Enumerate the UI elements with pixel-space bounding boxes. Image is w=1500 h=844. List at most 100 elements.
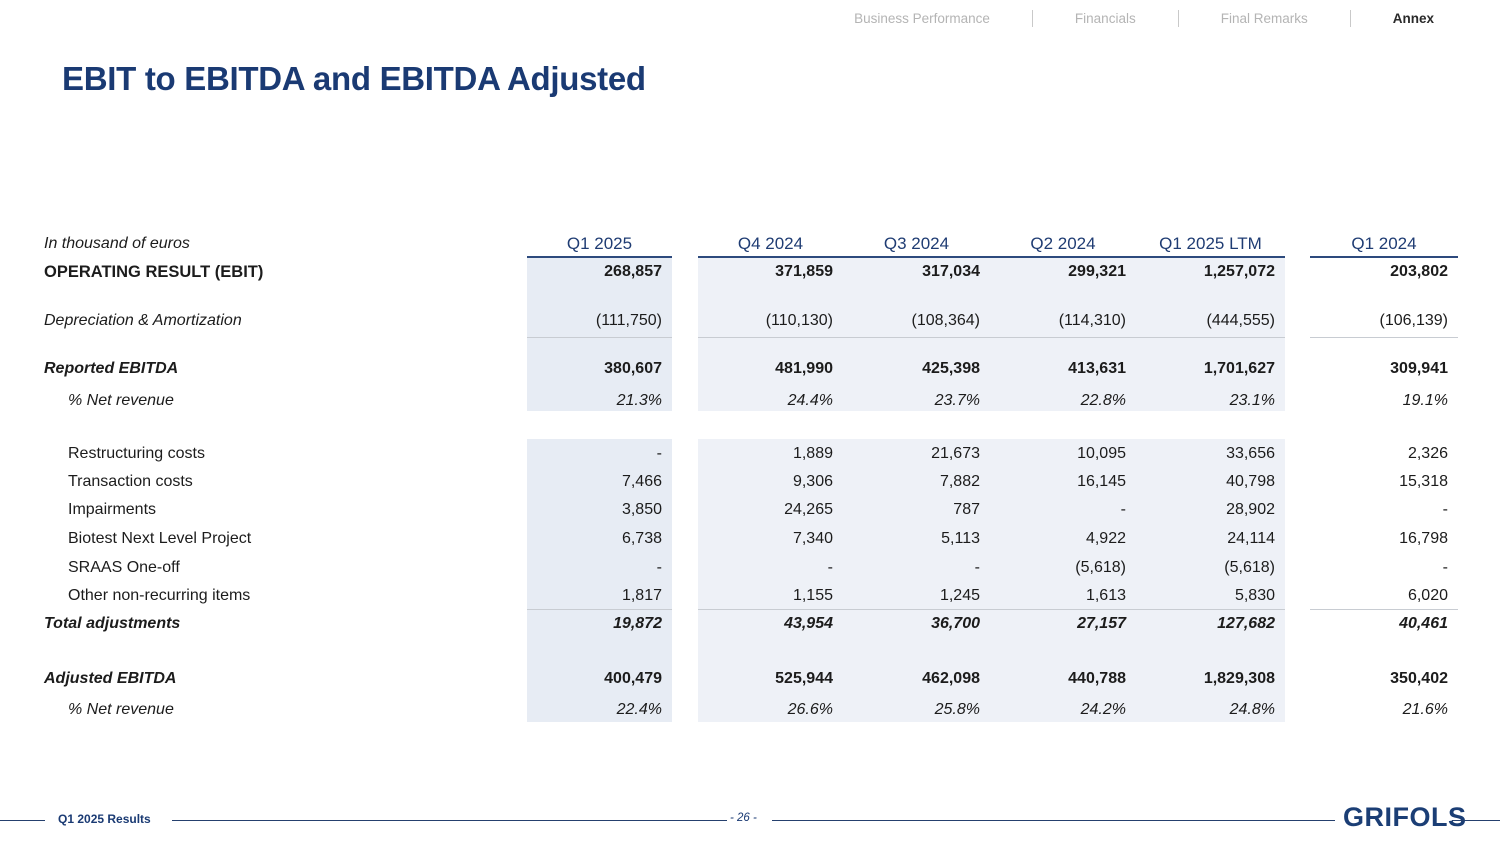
table-cell: 413,631 bbox=[1068, 360, 1126, 377]
column-header: Q1 2025 LTM bbox=[1159, 234, 1262, 253]
nav-item-business-performance[interactable]: Business Performance bbox=[854, 11, 990, 26]
table-cell: 27,157 bbox=[1077, 615, 1126, 632]
table-cell: 6,738 bbox=[621, 530, 662, 547]
shade-block bbox=[698, 258, 1285, 411]
nav-separator bbox=[1349, 10, 1351, 27]
separator-line bbox=[527, 609, 672, 610]
table-cell: 23.7% bbox=[934, 392, 980, 409]
column-header: Q3 2024 bbox=[883, 234, 950, 253]
row-label: % Net revenue bbox=[68, 701, 174, 718]
table-cell: 40,461 bbox=[1399, 615, 1448, 632]
separator-line bbox=[698, 337, 1285, 338]
row-label: Reported EBITDA bbox=[44, 360, 179, 377]
footer-line bbox=[1452, 820, 1500, 821]
table-row: % Net revenue 22.4% 26.6% 25.8% 24.2% 24… bbox=[0, 697, 1500, 723]
table-row: Depreciation & Amortization (111,750) (1… bbox=[0, 308, 1500, 334]
table-cell: (108,364) bbox=[911, 312, 981, 329]
table-cell: 440,788 bbox=[1068, 670, 1126, 687]
footer-line bbox=[0, 820, 45, 821]
table-cell: - bbox=[656, 445, 662, 462]
table-row: Impairments 3,850 24,265 787 - 28,902 - bbox=[0, 497, 1500, 523]
table-cell: 350,402 bbox=[1390, 670, 1448, 687]
table-cell: 22.8% bbox=[1080, 392, 1126, 409]
table-cell: 203,802 bbox=[1390, 263, 1448, 280]
footer-deck-title: Q1 2025 Results bbox=[58, 812, 151, 826]
table-cell: 25.8% bbox=[934, 701, 980, 718]
table-cell: 7,882 bbox=[939, 473, 980, 490]
table-cell: 43,954 bbox=[784, 615, 833, 632]
column-header: Q2 2024 bbox=[1030, 234, 1096, 253]
row-label: OPERATING RESULT (EBIT) bbox=[44, 263, 264, 281]
table-cell: 787 bbox=[953, 501, 980, 518]
table-row: SRAAS One-off - - - (5,618) (5,618) - bbox=[0, 555, 1500, 581]
column-header: Q4 2024 bbox=[737, 234, 804, 253]
table-cell: 36,700 bbox=[931, 615, 980, 632]
table-cell: 1,701,627 bbox=[1203, 360, 1275, 377]
table-cell: 371,859 bbox=[775, 263, 833, 280]
row-label: SRAAS One-off bbox=[68, 559, 180, 576]
shade-block bbox=[527, 258, 672, 411]
table-cell: 7,340 bbox=[792, 530, 833, 547]
unit-label: In thousand of euros bbox=[44, 235, 190, 252]
header-underline bbox=[1310, 256, 1458, 258]
shade-block bbox=[527, 439, 672, 722]
table-cell: 317,034 bbox=[922, 263, 980, 280]
table-cell: 1,829,308 bbox=[1203, 670, 1275, 687]
separator-line bbox=[698, 609, 1285, 610]
table-cell: (111,750) bbox=[595, 312, 662, 329]
row-label: % Net revenue bbox=[68, 392, 174, 409]
table-cell: 1,155 bbox=[792, 587, 833, 604]
table-cell: 16,145 bbox=[1077, 473, 1126, 490]
table-row: Restructuring costs - 1,889 21,673 10,09… bbox=[0, 441, 1500, 467]
table-cell: 19,872 bbox=[613, 615, 662, 632]
header-underline bbox=[698, 256, 1285, 258]
footer-line bbox=[772, 820, 1335, 821]
table-cell: 3,850 bbox=[621, 501, 662, 518]
table-cell: 7,466 bbox=[621, 473, 662, 490]
row-label: Adjusted EBITDA bbox=[44, 670, 177, 687]
table-cell: 2,326 bbox=[1407, 445, 1448, 462]
table-cell: 21.3% bbox=[616, 392, 662, 409]
table-cell: 299,321 bbox=[1068, 263, 1126, 280]
table-cell: 1,889 bbox=[792, 445, 833, 462]
table-cell: 24,265 bbox=[784, 501, 833, 518]
table-cell: - bbox=[656, 559, 662, 576]
table-cell: 24.4% bbox=[787, 392, 833, 409]
table-cell: 525,944 bbox=[775, 670, 833, 687]
row-label: Other non-recurring items bbox=[68, 587, 251, 604]
nav-item-annex[interactable]: Annex bbox=[1392, 11, 1434, 26]
table-cell: 24.2% bbox=[1080, 701, 1126, 718]
table-cell: - bbox=[1442, 559, 1448, 576]
table-row: Reported EBITDA 380,607 481,990 425,398 … bbox=[0, 356, 1500, 382]
table-cell: 5,113 bbox=[941, 530, 980, 547]
table-cell: 21,673 bbox=[931, 445, 980, 462]
nav-item-final-remarks[interactable]: Final Remarks bbox=[1220, 11, 1308, 26]
column-header: Q1 2025 bbox=[566, 234, 633, 253]
nav-item-financials[interactable]: Financials bbox=[1074, 11, 1136, 26]
table-cell: 462,098 bbox=[922, 670, 980, 687]
row-label: Transaction costs bbox=[68, 473, 193, 490]
table-cell: (106,139) bbox=[1379, 312, 1449, 329]
table-row: % Net revenue 21.3% 24.4% 23.7% 22.8% 23… bbox=[0, 388, 1500, 414]
page-number: - 26 - bbox=[730, 812, 757, 824]
table-cell: (110,130) bbox=[765, 312, 833, 329]
table-cell: (5,618) bbox=[1075, 559, 1126, 576]
row-label: Impairments bbox=[68, 501, 157, 518]
table-cell: 1,613 bbox=[1085, 587, 1126, 604]
table-cell: 10,095 bbox=[1077, 445, 1126, 462]
page-title: EBIT to EBITDA and EBITDA Adjusted bbox=[62, 60, 646, 97]
table-header-row: In thousand of euros Q1 2025 Q4 2024 Q3 … bbox=[0, 231, 1500, 257]
table-cell: - bbox=[827, 559, 833, 576]
table-cell: 26.6% bbox=[787, 701, 833, 718]
table-cell: 5,830 bbox=[1234, 587, 1275, 604]
table-cell: 22.4% bbox=[616, 701, 662, 718]
table-row: Total adjustments 19,872 43,954 36,700 2… bbox=[0, 611, 1500, 637]
table-cell: 425,398 bbox=[922, 360, 980, 377]
nav-separator bbox=[1031, 10, 1033, 27]
table-cell: - bbox=[1442, 501, 1448, 518]
table-row: Biotest Next Level Project 6,738 7,340 5… bbox=[0, 526, 1500, 552]
table-cell: (114,310) bbox=[1058, 312, 1126, 329]
table-cell: (5,618) bbox=[1224, 559, 1275, 576]
table-cell: 481,990 bbox=[775, 360, 833, 377]
